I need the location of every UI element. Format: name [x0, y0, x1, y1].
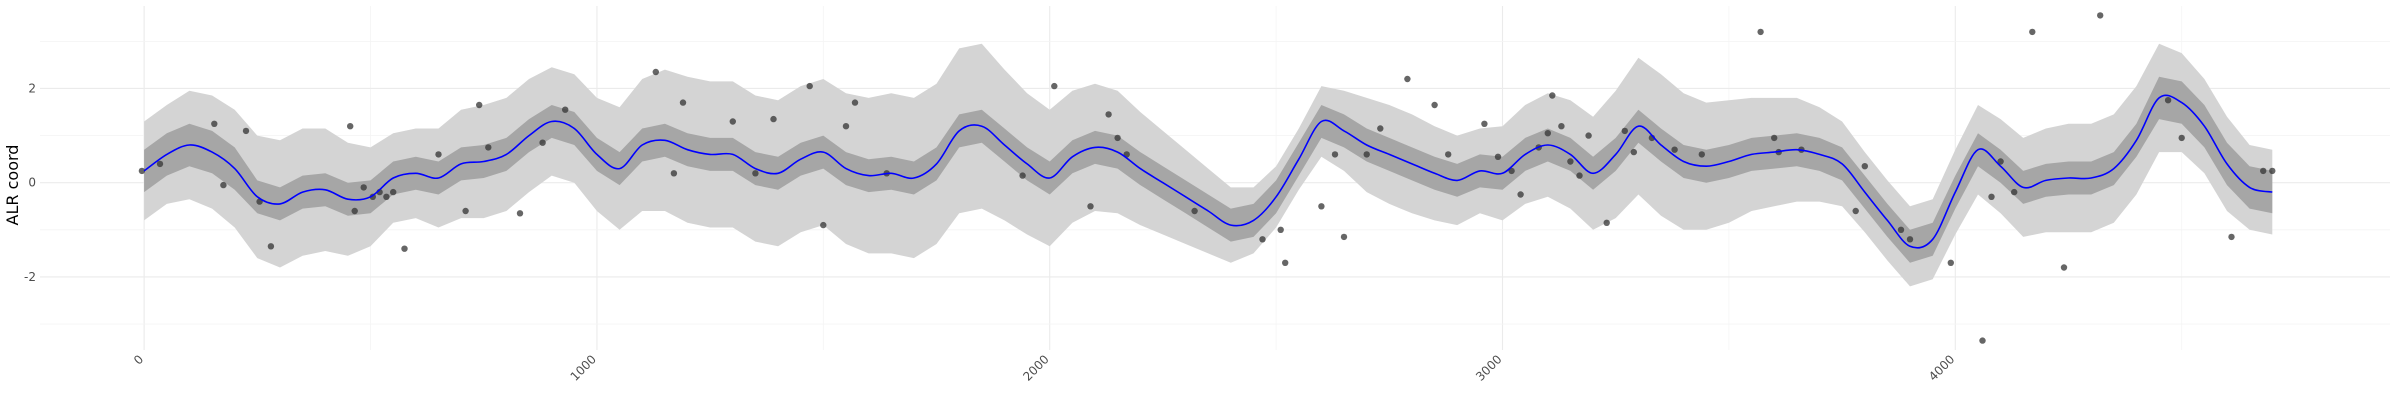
- data-point: [156, 160, 164, 168]
- data-point: [1630, 148, 1638, 156]
- data-point: [1363, 151, 1370, 158]
- data-point: [652, 68, 659, 76]
- data-point: [401, 245, 408, 252]
- outer-confidence-band: [144, 43, 2273, 287]
- data-point: [462, 207, 469, 215]
- data-point: [516, 210, 524, 217]
- data-point: [1979, 337, 1986, 344]
- data-point: [752, 170, 759, 177]
- data-point: [1698, 151, 1706, 158]
- data-point: [383, 193, 390, 200]
- data-point: [670, 170, 678, 177]
- data-point: [1508, 167, 1515, 175]
- x-tick-label: 4000: [1926, 352, 1957, 383]
- data-point: [2060, 264, 2068, 271]
- data-point: [1277, 226, 1284, 233]
- data-point: [211, 120, 218, 128]
- data-point: [2164, 97, 2172, 104]
- data-point: [1988, 193, 1995, 200]
- data-point: [1997, 158, 2004, 165]
- data-point: [1906, 236, 1914, 243]
- x-axis-tick-labels: 0 1000 2000 3000 4000: [131, 352, 1957, 384]
- inner-confidence-band: [144, 76, 2273, 263]
- y-tick-label: 2: [28, 81, 36, 95]
- data-point: [2269, 167, 2276, 175]
- y-tick-label: 0: [28, 176, 36, 190]
- data-point: [1558, 123, 1565, 130]
- y-axis-title: ALR coord: [3, 145, 22, 226]
- data-point: [390, 188, 397, 196]
- data-point: [539, 139, 546, 146]
- data-point: [1549, 92, 1556, 99]
- data-points: [138, 12, 2276, 344]
- data-point: [842, 123, 850, 130]
- data-point: [1105, 111, 1112, 118]
- data-point: [1671, 146, 1678, 153]
- fitted-line: [143, 94, 2273, 249]
- data-point: [435, 151, 442, 158]
- data-point: [1445, 151, 1452, 158]
- x-tick-label: 1000: [568, 352, 599, 383]
- data-point: [267, 243, 275, 250]
- data-point: [138, 167, 146, 175]
- data-point: [2029, 28, 2036, 36]
- data-point: [1897, 226, 1905, 233]
- data-point: [1331, 151, 1339, 158]
- data-point: [729, 118, 736, 125]
- data-point: [1318, 203, 1325, 210]
- data-point: [1051, 82, 1058, 90]
- data-point: [1087, 203, 1094, 210]
- data-point: [1377, 125, 1384, 132]
- data-point: [1517, 191, 1524, 198]
- x-tick-label: 2000: [1020, 352, 1051, 383]
- data-point: [1019, 172, 1026, 179]
- data-point: [2228, 233, 2235, 241]
- x-tick-label: 0: [131, 352, 146, 367]
- data-point: [1576, 172, 1583, 179]
- data-point: [1585, 132, 1592, 139]
- data-point: [1947, 259, 1955, 266]
- data-point: [806, 82, 813, 90]
- data-point: [1431, 101, 1438, 109]
- data-point: [485, 144, 492, 151]
- data-point: [242, 127, 250, 135]
- data-point: [1282, 259, 1289, 266]
- data-point: [1340, 233, 1348, 241]
- data-point: [1757, 28, 1764, 36]
- data-point: [1771, 134, 1778, 142]
- data-point: [476, 101, 483, 109]
- data-point: [1544, 130, 1552, 137]
- data-point: [1852, 207, 1859, 215]
- data-point: [820, 221, 827, 229]
- data-point: [1481, 120, 1488, 128]
- y-axis-tick-labels: -2 0 2: [24, 81, 36, 283]
- data-point: [2011, 188, 2018, 196]
- data-point: [360, 184, 367, 191]
- data-point: [1114, 134, 1121, 142]
- data-point: [562, 106, 569, 113]
- data-point: [1603, 219, 1610, 226]
- data-point: [1861, 163, 1869, 170]
- data-point: [851, 99, 859, 106]
- data-point: [1404, 75, 1411, 83]
- data-point: [1191, 207, 1198, 215]
- data-point: [1567, 158, 1574, 165]
- data-point: [770, 115, 777, 123]
- data-point: [220, 181, 227, 189]
- data-point: [1259, 236, 1266, 243]
- data-point: [347, 123, 354, 130]
- data-point: [2178, 134, 2185, 142]
- data-point: [351, 207, 358, 215]
- data-point: [2260, 167, 2267, 175]
- y-tick-label: -2: [24, 270, 36, 284]
- data-point: [679, 99, 687, 106]
- data-point: [2097, 12, 2104, 19]
- data-point: [1621, 127, 1629, 135]
- data-point: [1494, 153, 1502, 160]
- x-tick-label: 3000: [1473, 352, 1504, 383]
